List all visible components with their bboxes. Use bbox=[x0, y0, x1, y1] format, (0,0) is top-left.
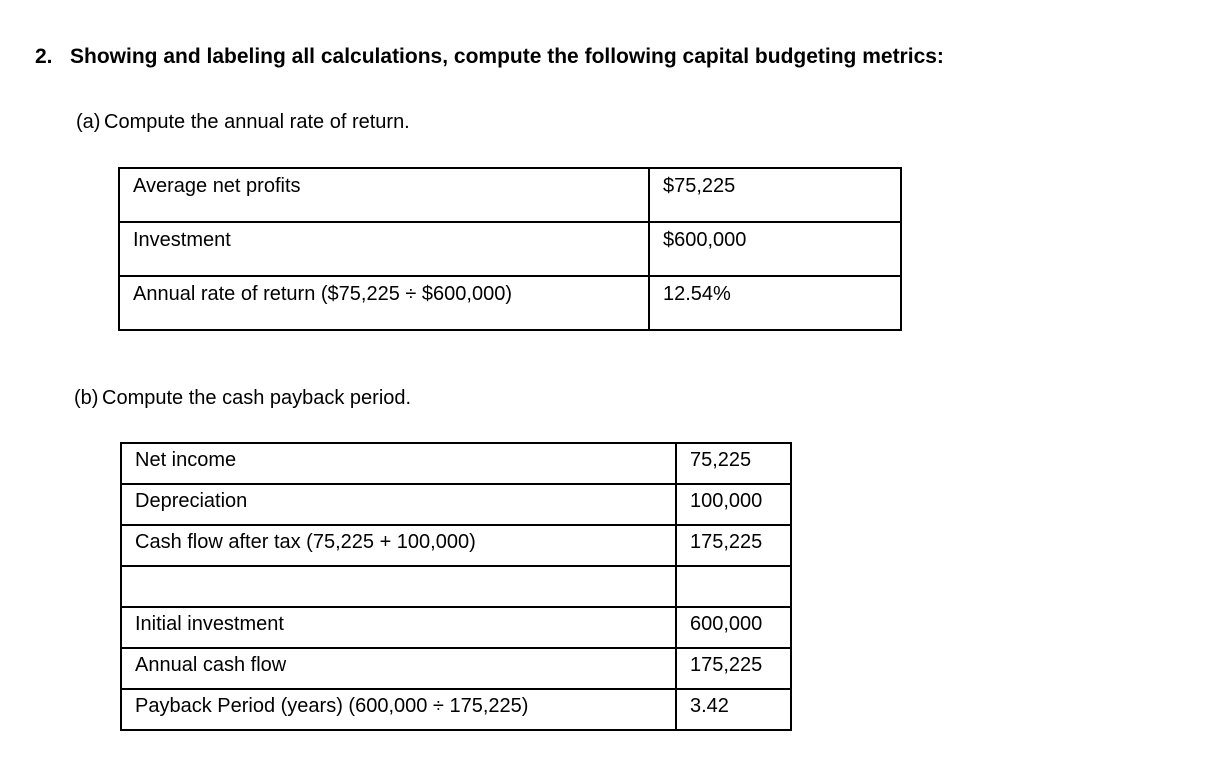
row-label-cell: Depreciation bbox=[120, 483, 677, 526]
row-value-cell: 100,000 bbox=[675, 483, 792, 526]
section-b-title: Compute the cash payback period. bbox=[102, 387, 412, 409]
rate-of-return-table: Average net profits $75,225 Investment $… bbox=[118, 167, 902, 331]
row-value-cell: 175,225 bbox=[675, 524, 792, 567]
question-heading: 2. Showing and labeling all calculations,… bbox=[35, 44, 944, 70]
row-value-cell: $75,225 bbox=[648, 167, 902, 223]
row-label-cell: Cash flow after tax (75,225 + 100,000) bbox=[120, 524, 677, 567]
row-label-cell: Average net profits bbox=[118, 167, 650, 223]
row-label-cell: Investment bbox=[118, 221, 650, 277]
table-row-empty bbox=[120, 565, 792, 608]
table-row: Average net profits $75,225 bbox=[118, 167, 902, 223]
row-label-cell: Payback Period (years) (600,000 ÷ 175,22… bbox=[120, 688, 677, 731]
table-row: Cash flow after tax (75,225 + 100,000) 1… bbox=[120, 524, 792, 567]
table-row: Annual rate of return ($75,225 ÷ $600,00… bbox=[118, 275, 902, 331]
question-heading-text: Showing and labeling all calculations, c… bbox=[70, 45, 944, 68]
row-value-cell bbox=[675, 565, 792, 608]
section-a-heading: (a) Compute the annual rate of return. bbox=[76, 110, 410, 135]
question-number: 2. bbox=[35, 45, 53, 68]
row-label-cell: Annual rate of return ($75,225 ÷ $600,00… bbox=[118, 275, 650, 331]
table-row: Net income 75,225 bbox=[120, 442, 792, 485]
row-value-cell: 600,000 bbox=[675, 606, 792, 649]
row-value-cell: 3.42 bbox=[675, 688, 792, 731]
section-a-label: (a) bbox=[76, 111, 101, 133]
table-row: Annual cash flow 175,225 bbox=[120, 647, 792, 690]
payback-period-table: Net income 75,225 Depreciation 100,000 C… bbox=[120, 442, 792, 731]
row-value-cell: 75,225 bbox=[675, 442, 792, 485]
row-value-cell: 175,225 bbox=[675, 647, 792, 690]
row-label-cell: Initial investment bbox=[120, 606, 677, 649]
row-value-cell: $600,000 bbox=[648, 221, 902, 277]
section-a-title: Compute the annual rate of return. bbox=[104, 111, 410, 133]
section-b-label: (b) bbox=[74, 387, 99, 409]
row-label-cell: Annual cash flow bbox=[120, 647, 677, 690]
row-value-cell: 12.54% bbox=[648, 275, 902, 331]
table-row: Investment $600,000 bbox=[118, 221, 902, 277]
table-row: Payback Period (years) (600,000 ÷ 175,22… bbox=[120, 688, 792, 731]
row-label-cell bbox=[120, 565, 677, 608]
section-b-heading: (b) Compute the cash payback period. bbox=[74, 386, 411, 411]
table-row: Initial investment 600,000 bbox=[120, 606, 792, 649]
table-row: Depreciation 100,000 bbox=[120, 483, 792, 526]
row-label-cell: Net income bbox=[120, 442, 677, 485]
